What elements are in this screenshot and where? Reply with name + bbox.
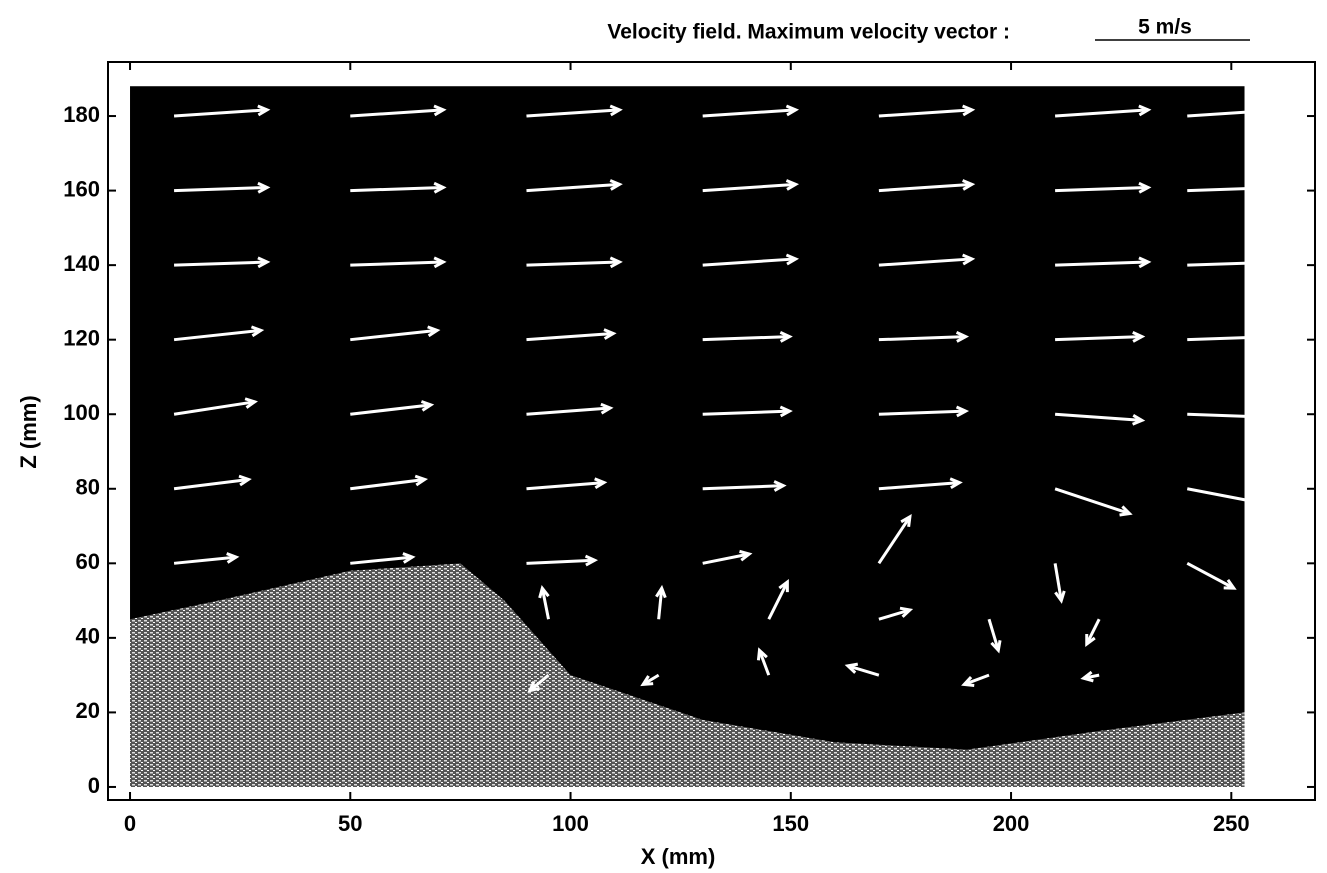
chart: Velocity field. Maximum velocity vector … bbox=[0, 0, 1327, 873]
y-tick-label: 160 bbox=[63, 176, 100, 201]
plot-area bbox=[108, 62, 1315, 800]
y-axis-label: Z (mm) bbox=[16, 395, 41, 468]
y-tick-label: 140 bbox=[63, 251, 100, 276]
x-tick-label: 150 bbox=[772, 811, 809, 836]
x-tick-label: 50 bbox=[338, 811, 362, 836]
y-tick-label: 60 bbox=[76, 549, 100, 574]
y-tick-label: 20 bbox=[76, 698, 100, 723]
chart-title: Velocity field. Maximum velocity vector … bbox=[607, 21, 1010, 44]
y-tick-label: 100 bbox=[63, 400, 100, 425]
x-tick-label: 200 bbox=[993, 811, 1030, 836]
y-tick-label: 0 bbox=[88, 773, 100, 798]
x-axis-label: X (mm) bbox=[641, 844, 716, 869]
scale-label: 5 m/s bbox=[1138, 16, 1192, 39]
x-tick-label: 100 bbox=[552, 811, 589, 836]
x-tick-label: 0 bbox=[124, 811, 136, 836]
x-tick-label: 250 bbox=[1213, 811, 1250, 836]
y-tick-label: 180 bbox=[63, 102, 100, 127]
y-tick-label: 40 bbox=[76, 624, 100, 649]
y-tick-label: 120 bbox=[63, 325, 100, 350]
y-tick-label: 80 bbox=[76, 475, 100, 500]
